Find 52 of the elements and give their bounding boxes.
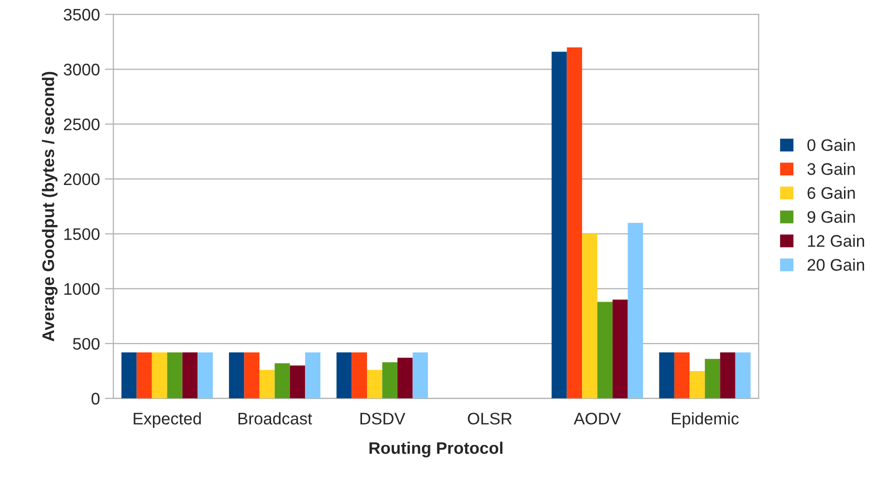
bar (628, 222, 644, 398)
bar (244, 352, 260, 398)
bar (336, 352, 352, 398)
bar (198, 352, 213, 398)
bar (412, 352, 428, 398)
bar (566, 47, 582, 398)
x-tick-label: OLSR (468, 412, 512, 425)
bar (735, 352, 751, 398)
bar (382, 362, 398, 398)
y-tick-label: 2000 (64, 173, 100, 186)
x-tick-label: Broadcast (238, 412, 312, 425)
x-tick-label: AODV (574, 412, 621, 425)
legend-label: 0 Gain (807, 138, 855, 152)
bar (152, 352, 168, 398)
bar (259, 370, 275, 398)
y-tick-label: 3000 (64, 64, 100, 76)
y-tick-label: 1500 (64, 228, 100, 240)
bar (366, 370, 382, 398)
bar (720, 352, 736, 398)
bar (397, 358, 413, 398)
bar (121, 352, 137, 398)
x-axis-title: Routing Protocol (370, 442, 502, 458)
legend-label: 6 Gain (808, 186, 855, 199)
bar (228, 352, 244, 398)
bar (690, 370, 705, 398)
bar (136, 352, 152, 398)
bar (305, 352, 320, 398)
legend-label: 12 Gain (808, 234, 864, 247)
bar (552, 52, 567, 398)
legend-label: 3 Gain (807, 162, 855, 175)
bar (290, 365, 306, 398)
x-tick-label: Expected (134, 412, 201, 428)
bar (674, 352, 690, 398)
bar (167, 352, 182, 398)
legend-label: 9 Gain (808, 210, 855, 223)
x-tick-label: DSDV (360, 412, 406, 425)
y-tick-label: 3500 (64, 8, 100, 21)
bar (597, 302, 613, 398)
bar (274, 363, 290, 398)
y-tick-label: 1000 (64, 283, 100, 295)
bar (582, 234, 598, 398)
bar (704, 358, 720, 398)
bar (659, 352, 674, 398)
bar (182, 352, 198, 398)
legend-label: 20 Gain (808, 258, 864, 271)
y-axis-title: Average Goodput (bytes / second) (42, 72, 58, 342)
y-tick-label: 2500 (64, 118, 100, 130)
y-tick-label: 500 (73, 338, 100, 350)
bar (352, 352, 367, 398)
y-tick-label: 0 (92, 392, 100, 405)
bar (612, 300, 628, 398)
x-tick-label: Epidemic (672, 412, 739, 428)
